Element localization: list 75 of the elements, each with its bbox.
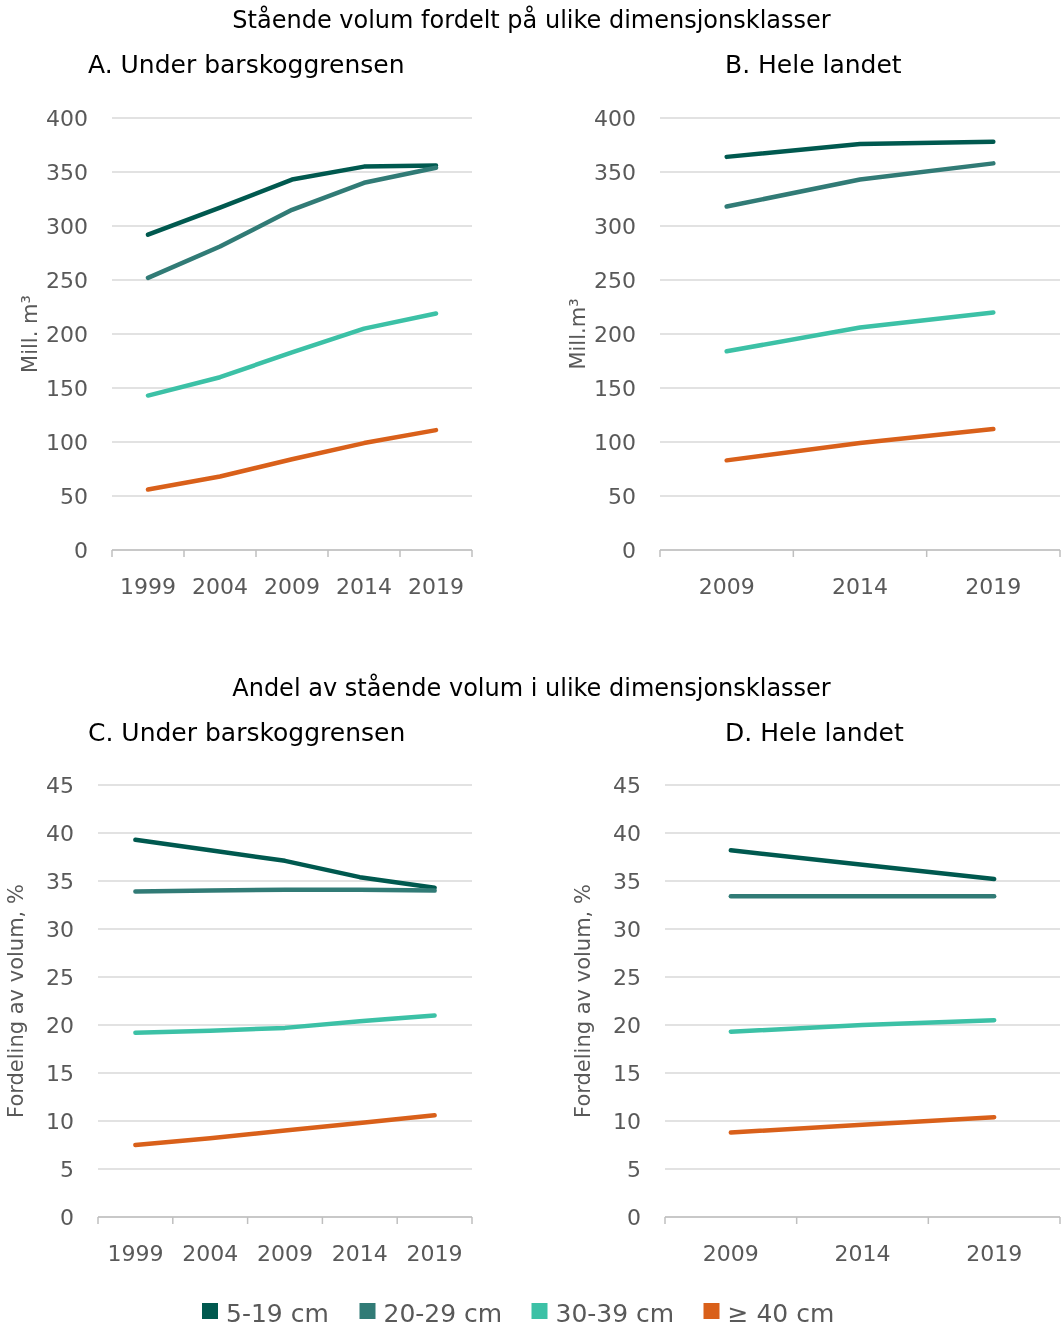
x-tick-label: 2019	[966, 1241, 1023, 1266]
line-series	[133, 1112, 437, 1148]
y-tick-label: 0	[60, 1205, 74, 1230]
y-tick-label: 45	[46, 773, 74, 798]
y-tick-label: 300	[594, 214, 636, 239]
text: Stående volum fordelt på ulike dimensjonsklasser	[232, 5, 831, 34]
y-tick-label: 200	[594, 322, 636, 347]
y-tick-label: 45	[613, 773, 641, 798]
x-tick-label: 2009	[702, 1241, 759, 1266]
x-tick-label: 2004	[182, 1241, 239, 1266]
x-tick-label: 2009	[698, 574, 755, 599]
x-tick-label: 2019	[406, 1241, 463, 1266]
y-tick-label: 15	[613, 1061, 641, 1086]
line-series	[133, 1013, 437, 1035]
y-tick-label: 25	[613, 965, 641, 990]
x-tick-label: 1999	[107, 1241, 164, 1266]
line-series	[145, 427, 439, 492]
y-axis-title: Mill.m³	[566, 298, 590, 370]
y-axis-title: Mill. m³	[18, 295, 42, 373]
x-tick-label: 2014	[832, 574, 888, 599]
y-tick-label: 25	[46, 965, 74, 990]
y-tick-label: 15	[46, 1061, 74, 1086]
x-tick-label: 2009	[257, 1241, 313, 1266]
y-tick-label: 20	[613, 1013, 641, 1038]
y-tick-label: 30	[613, 917, 641, 942]
y-tick-label: 250	[594, 268, 636, 293]
y-tick-label: 0	[622, 538, 636, 563]
y-tick-label: 0	[74, 538, 88, 563]
y-tick-label: 150	[594, 376, 636, 401]
y-tick-label: 40	[613, 821, 641, 846]
x-tick-label: 1999	[120, 574, 176, 599]
chart-subtitle: C. Under barskoggrensen	[88, 718, 406, 747]
y-tick-label: 10	[46, 1109, 74, 1134]
y-tick-label: 300	[46, 214, 88, 239]
y-tick-label: 50	[60, 484, 88, 509]
line-series	[145, 311, 439, 398]
y-tick-label: 100	[46, 430, 88, 455]
y-tick-label: 0	[627, 1205, 641, 1230]
y-tick-label: 250	[46, 268, 88, 293]
legend-label: ≥ 40 cm	[727, 1299, 835, 1328]
y-tick-label: 350	[594, 160, 636, 185]
y-tick-label: 5	[60, 1157, 74, 1182]
y-tick-label: 5	[627, 1157, 641, 1182]
line-series	[133, 837, 437, 890]
x-tick-label: 2014	[331, 1241, 388, 1266]
line-series	[145, 163, 439, 237]
y-axis-title: Fordeling av volum, %	[571, 884, 595, 1118]
legend-label: 30-39 cm	[555, 1299, 675, 1328]
x-tick-label: 2014	[336, 574, 392, 599]
y-tick-label: 20	[46, 1013, 74, 1038]
y-tick-label: 400	[594, 106, 636, 131]
y-tick-label: 50	[608, 484, 636, 509]
y-tick-label: 40	[46, 821, 74, 846]
x-tick-label: 2009	[264, 574, 320, 599]
x-tick-label: 2019	[408, 574, 464, 599]
x-tick-label: 2019	[965, 574, 1022, 599]
y-tick-label: 350	[46, 160, 88, 185]
y-axis-title: Fordeling av volum, %	[4, 884, 28, 1118]
y-tick-label: 30	[46, 917, 74, 942]
line-series	[145, 165, 439, 281]
legend-label: 5-19 cm	[226, 1299, 329, 1328]
chart-subtitle: D. Hele landet	[725, 718, 904, 747]
legend-label: 20-29 cm	[383, 1299, 503, 1328]
chart-subtitle: A. Under barskoggrensen	[88, 50, 405, 79]
y-tick-label: 10	[613, 1109, 641, 1134]
y-tick-label: 150	[46, 376, 88, 401]
y-tick-label: 35	[613, 869, 641, 894]
chart-subtitle: B. Hele landet	[725, 50, 902, 79]
y-tick-label: 35	[46, 869, 74, 894]
x-tick-label: 2014	[834, 1241, 891, 1266]
text: Andel av stående volum i ulike dimensjonsklasser	[232, 673, 831, 702]
x-tick-label: 2004	[192, 574, 248, 599]
y-tick-label: 100	[594, 430, 636, 455]
y-tick-label: 400	[46, 106, 88, 131]
y-tick-label: 200	[46, 322, 88, 347]
